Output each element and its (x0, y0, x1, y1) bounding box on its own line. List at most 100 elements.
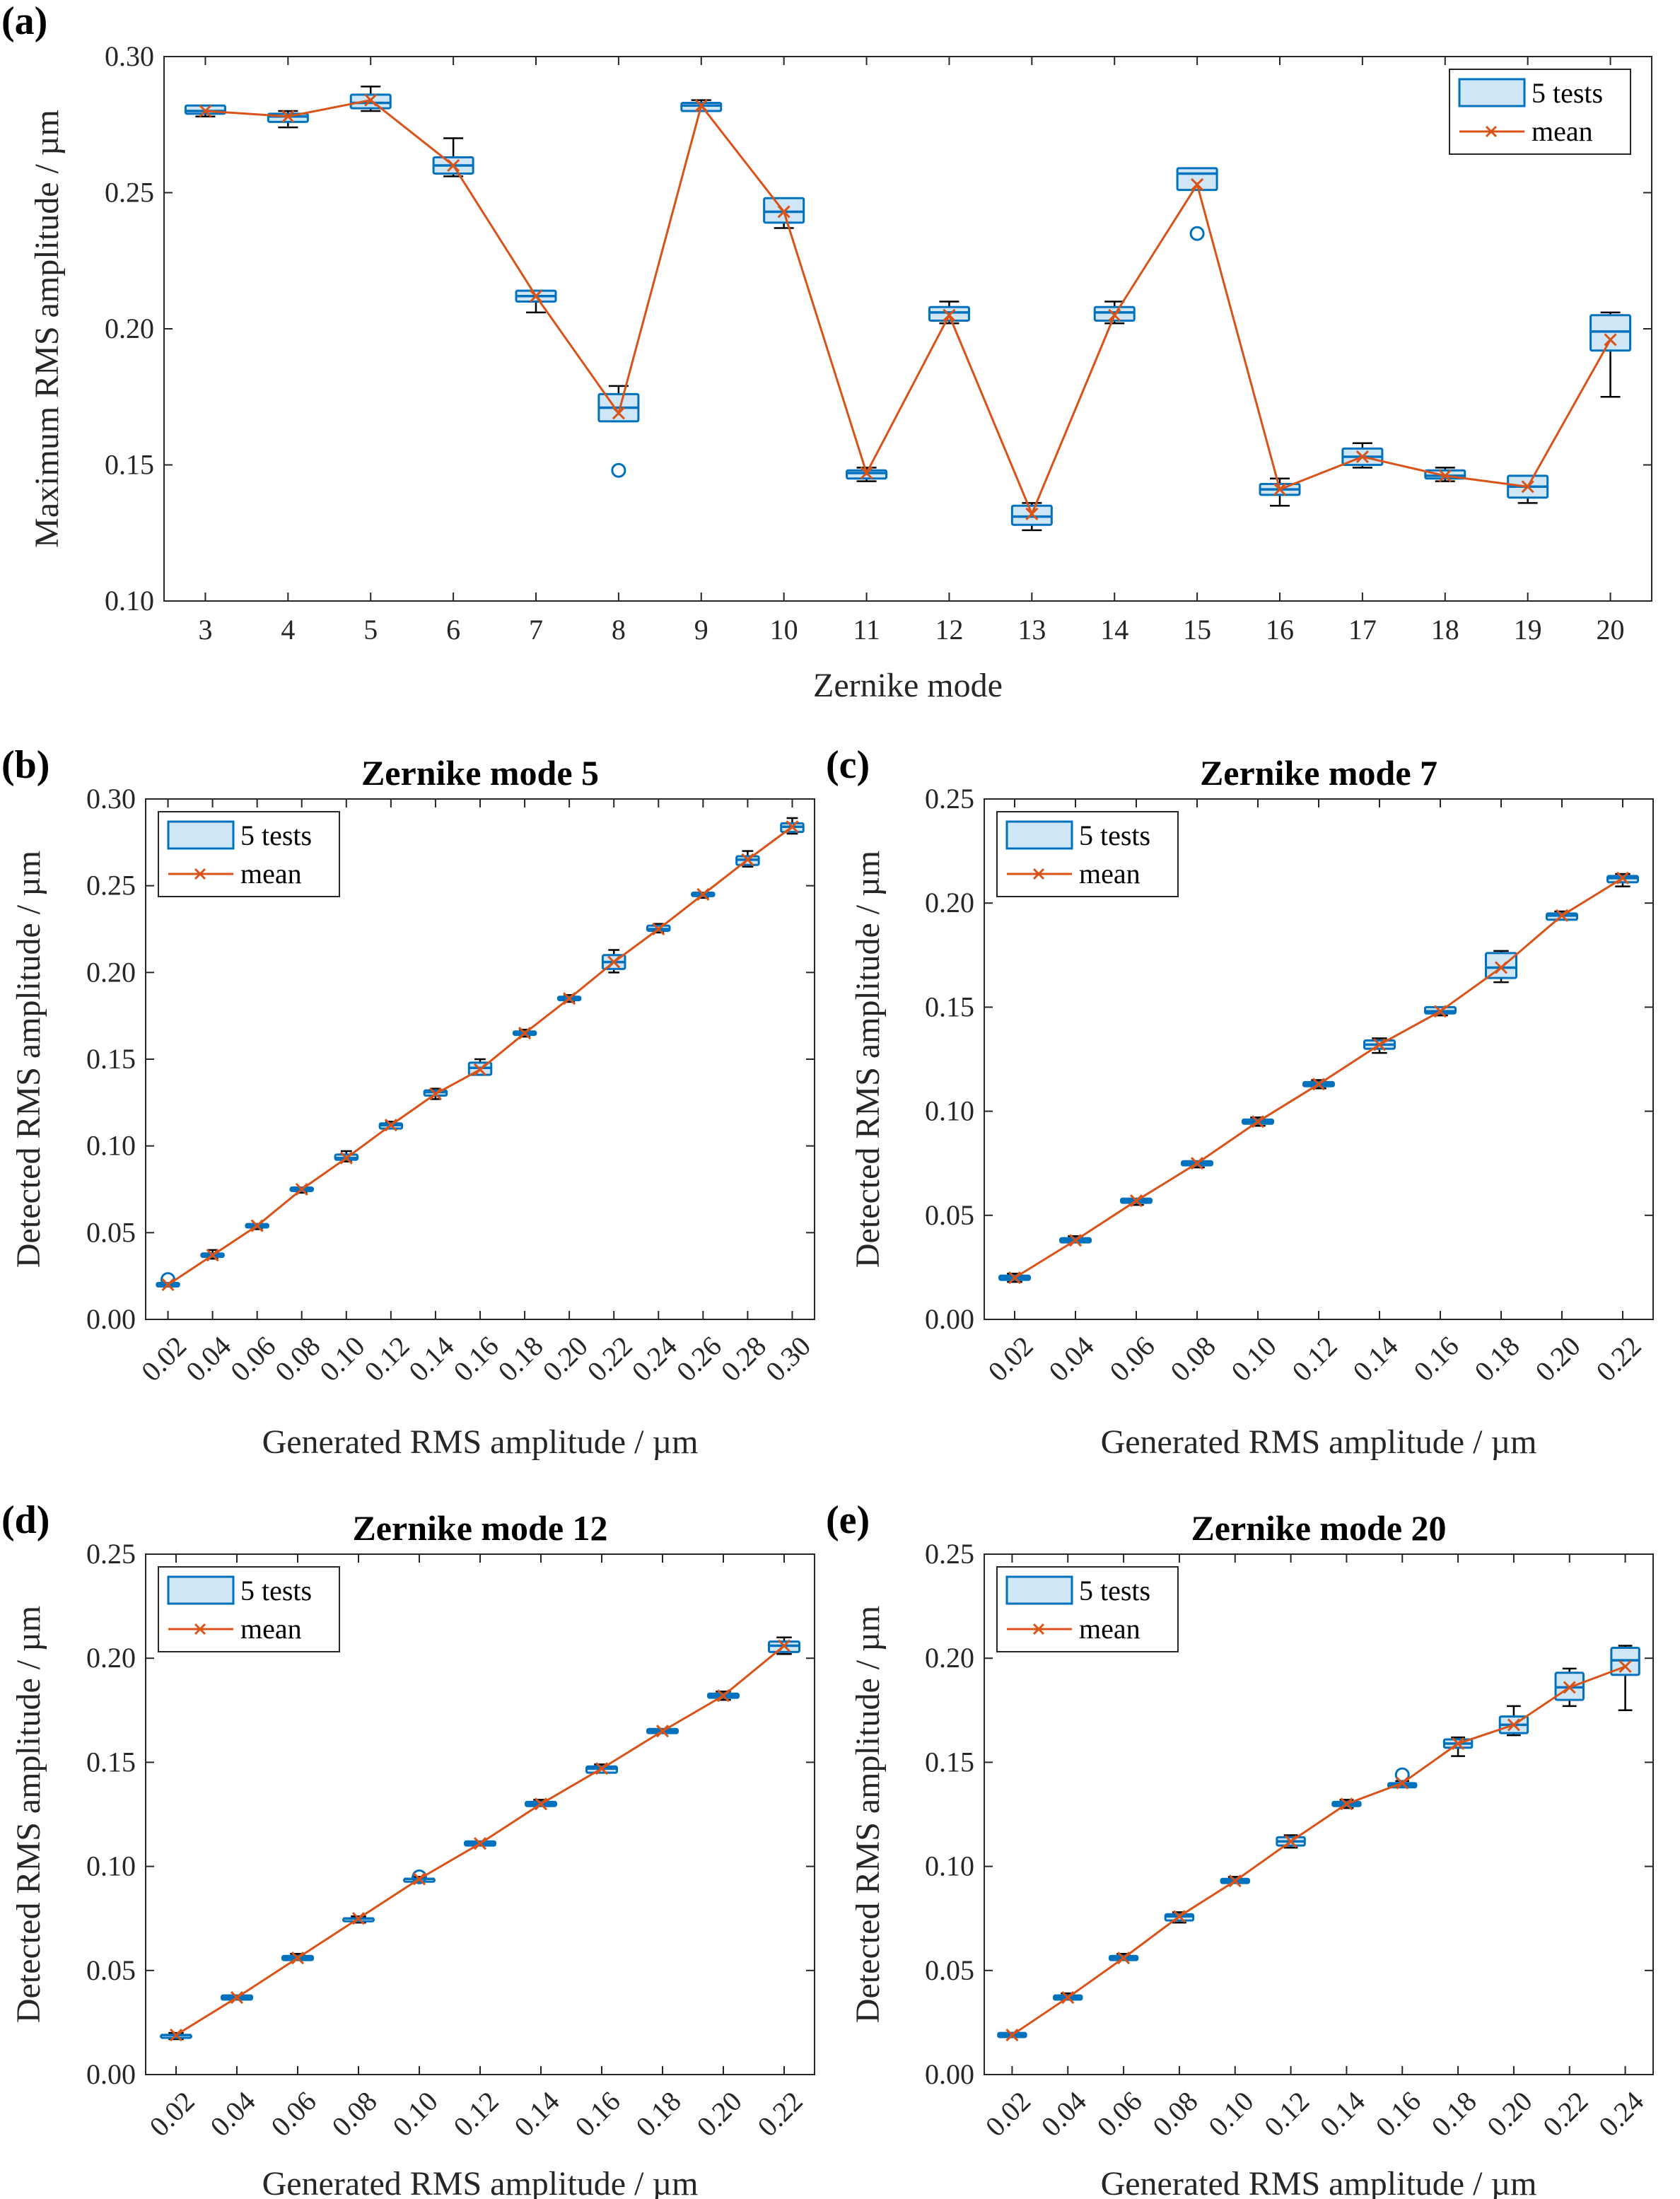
legend-mean-marker (1032, 1623, 1045, 1635)
x-tick-label: 0.10 (313, 1330, 371, 1387)
mean-marker (1396, 1776, 1409, 1790)
x-tick-label: 0.10 (386, 2085, 443, 2142)
mean-marker (1616, 871, 1630, 885)
x-tick-label: 0.24 (1592, 2085, 1650, 2142)
legend-mean-marker (1032, 868, 1045, 880)
mean-marker (473, 1063, 487, 1076)
y-tick-label: 0.20 (105, 313, 154, 344)
y-tick-label: 0.05 (86, 1216, 136, 1248)
mean-marker (1555, 909, 1569, 922)
legend-box-swatch (1458, 78, 1526, 107)
mean-marker (777, 1639, 791, 1652)
legend-box-label: 5 tests (1079, 1575, 1150, 1606)
mean-marker (412, 1872, 426, 1886)
mean-marker (1172, 1910, 1186, 1923)
mean-marker (428, 1087, 442, 1101)
mean-marker (250, 1219, 264, 1232)
mean-marker (1438, 469, 1452, 482)
y-tick-label: 0.30 (86, 783, 136, 815)
x-tick-label: 0.20 (1529, 1330, 1586, 1387)
legend-box-swatch (1005, 820, 1073, 850)
mean-marker (529, 289, 543, 303)
panel-letter: (c) (826, 743, 870, 787)
x-tick-label: 0.16 (568, 2085, 626, 2142)
mean-marker (281, 110, 295, 123)
mean-marker (1005, 2028, 1019, 2042)
x-tick-label: 0.06 (1103, 1330, 1160, 1387)
y-tick-label: 0.25 (925, 1538, 974, 1570)
chart-title: Zernike mode 12 (352, 1508, 607, 1548)
y-tick-label: 0.00 (86, 2058, 136, 2090)
mean-marker (1507, 1718, 1520, 1732)
legend: 5 tests mean (996, 811, 1179, 897)
y-tick-label: 0.00 (925, 2058, 974, 2090)
x-tick-label: 6 (446, 614, 460, 646)
mean-marker (1108, 308, 1121, 322)
box-group (1498, 1705, 1529, 1737)
x-tick-label: 0.22 (751, 2085, 808, 2142)
y-tick-label: 0.10 (925, 1095, 974, 1127)
x-axis-label: Generated RMS amplitude / µm (262, 1423, 699, 1461)
y-tick-label: 0.15 (925, 991, 974, 1022)
y-tick-label: 0.20 (86, 956, 136, 988)
box-group (1176, 167, 1218, 241)
mean-marker (518, 1027, 532, 1040)
y-tick-label: 0.15 (86, 1746, 136, 1778)
x-tick-label: 0.14 (1314, 2085, 1371, 2142)
mean-line (205, 98, 1611, 517)
chart-title: Zernike mode 5 (361, 753, 599, 793)
chart-panel-c: 0.00 0.05 0.10 0.15 0.20 0.25 0.02 0.04 0.06 0.08… (826, 743, 1654, 1461)
chart-title: Zernike mode 7 (1200, 753, 1437, 793)
mean-marker (1117, 1952, 1131, 1965)
x-tick-label: 0.06 (224, 1330, 281, 1387)
mean-marker (741, 853, 754, 866)
y-tick-label: 0.05 (925, 1199, 974, 1231)
x-axis-label: Generated RMS amplitude / µm (1101, 1423, 1537, 1461)
box-group (1507, 474, 1549, 504)
mean-marker (1563, 1681, 1576, 1694)
y-tick-label: 0.15 (925, 1746, 974, 1778)
mean-marker (694, 99, 708, 112)
mean-marker (595, 1762, 609, 1775)
y-tick-label: 0.15 (86, 1043, 136, 1075)
x-tick-label: 0.12 (358, 1330, 415, 1387)
x-tick-label: 0.02 (981, 1330, 1039, 1387)
mean-marker (1129, 1194, 1143, 1208)
legend-mean-marker (194, 1623, 206, 1635)
box-group (928, 301, 970, 325)
y-axis-label: Detected RMS amplitude / µm (849, 1606, 887, 2023)
mean-marker (612, 407, 625, 420)
legend-mean-label: mean (1079, 858, 1141, 889)
mean-marker (534, 1797, 548, 1811)
box-group (1589, 311, 1632, 398)
x-tick-label: 0.20 (537, 1330, 594, 1387)
mean-marker (291, 1952, 305, 1965)
legend-mean-label: mean (1079, 1613, 1141, 1645)
mean-marker (607, 955, 621, 969)
mean-marker (1191, 177, 1204, 192)
y-tick-label: 0.00 (925, 1303, 974, 1335)
x-tick-label: 0.08 (269, 1330, 326, 1387)
mean-marker (1008, 1271, 1022, 1285)
chart-panel-a: 0.10 0.15 0.20 0.25 0.30 3 4 5 6 7 8 9 10 11 12 13 14 15 1… (1, 0, 1652, 704)
outlier-point (611, 462, 626, 478)
legend-box-label: 5 tests (240, 1575, 312, 1606)
legend-box-label: 5 tests (1532, 77, 1603, 109)
mean-marker (384, 1119, 397, 1132)
x-tick-label: 20 (1597, 614, 1625, 646)
x-tick-label: 11 (853, 614, 880, 646)
y-axis-label: Maximum RMS amplitude / µm (28, 110, 66, 548)
x-tick-label: 0.22 (581, 1330, 638, 1387)
x-tick-label: 0.20 (1481, 2085, 1538, 2142)
y-tick-label: 0.05 (86, 1954, 136, 1986)
mean-marker (351, 1912, 366, 1925)
x-tick-label: 0.30 (759, 1330, 817, 1387)
mean-marker (943, 308, 956, 322)
mean-marker (1604, 333, 1617, 346)
x-tick-label: 15 (1183, 614, 1211, 646)
legend-mean-marker (1485, 125, 1498, 138)
x-tick-label: 13 (1017, 614, 1046, 646)
mean-marker (655, 1725, 670, 1738)
mean-marker (1355, 450, 1369, 464)
mean-marker (1494, 961, 1508, 974)
